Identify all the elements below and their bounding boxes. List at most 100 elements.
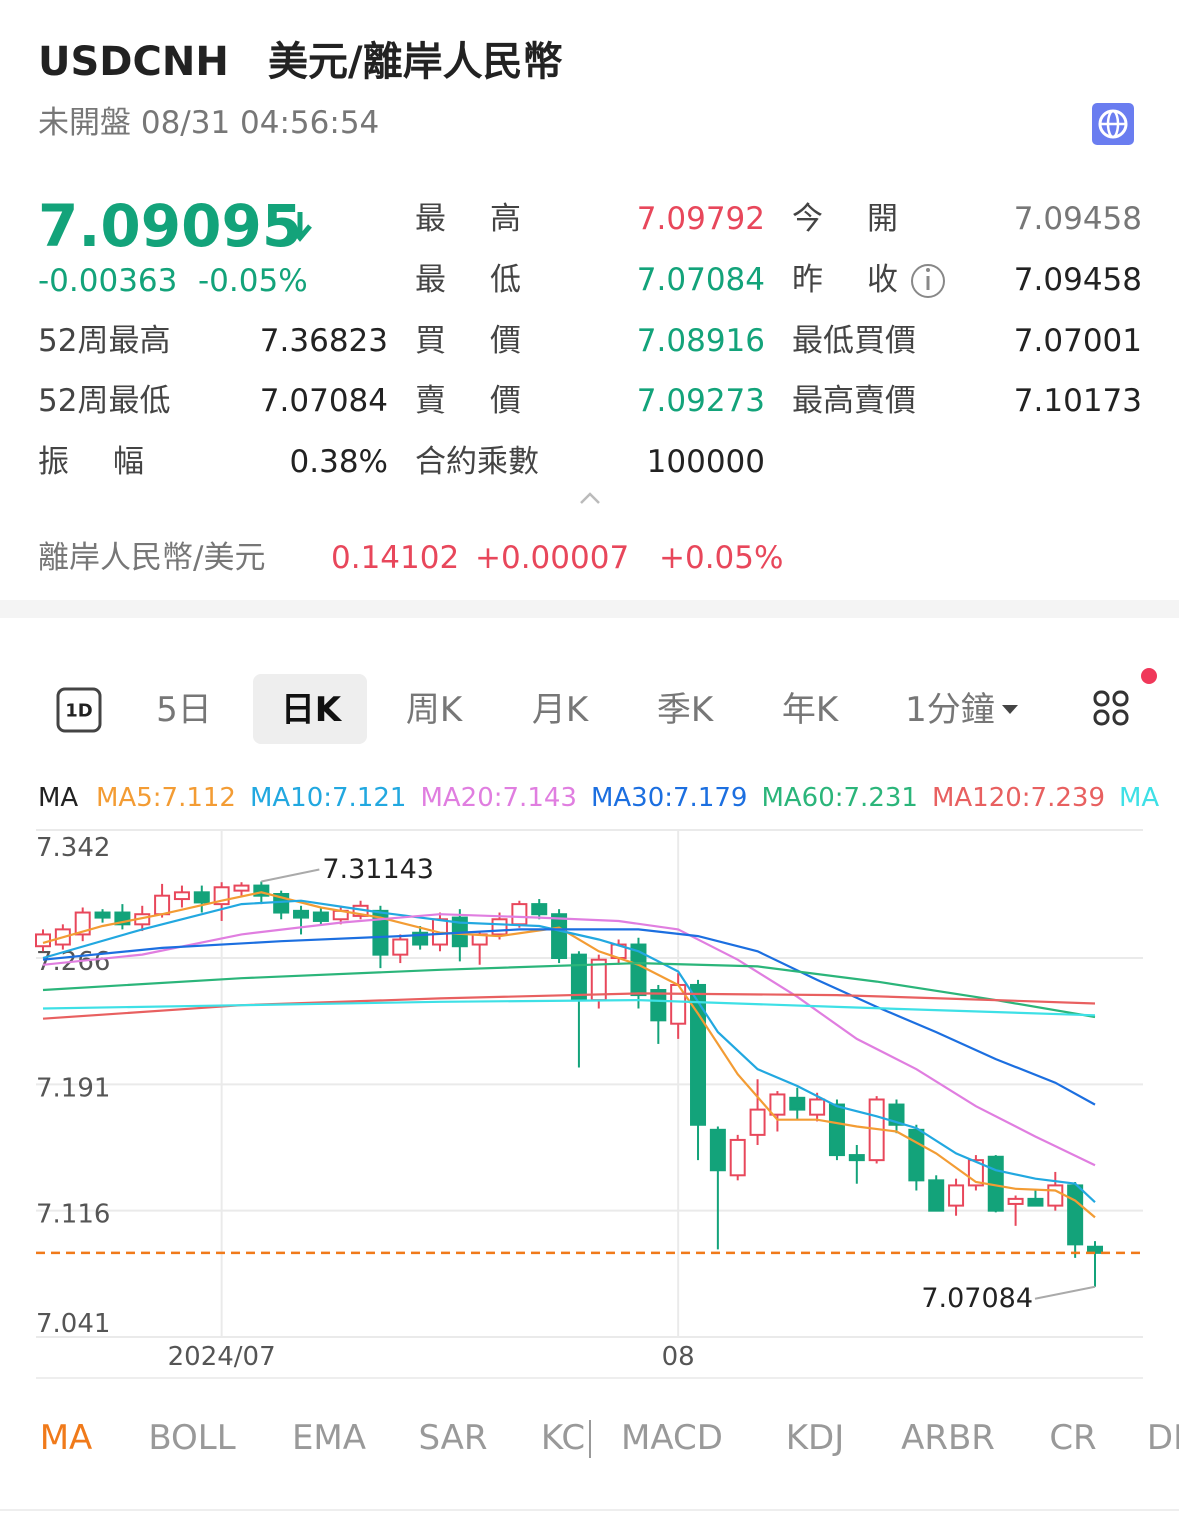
tab[interactable]: 周K (406, 690, 464, 730)
candle-body (233, 884, 250, 892)
indicator-tab[interactable]: EMA (292, 1418, 366, 1458)
stat-value: 7.08916 (637, 323, 765, 359)
candle-body (491, 918, 508, 936)
candle-body (1067, 1184, 1084, 1246)
candle-body (74, 911, 91, 936)
legend-entry: MA20:7.143 (420, 783, 577, 813)
indicator-name: MA (38, 783, 78, 813)
legend-entry: MA5:7.112 (96, 783, 236, 813)
y-tick-label: 7.116 (36, 1200, 110, 1230)
candle-body (531, 903, 548, 916)
candle-body (1027, 1197, 1044, 1207)
layout-button[interactable] (1093, 690, 1129, 726)
candle-body (551, 913, 568, 960)
globe-button[interactable] (1092, 103, 1134, 145)
stat-label: 最 低 (415, 262, 521, 298)
instrument-name: 美元/離岸人民幣 (268, 39, 563, 85)
indicator-tab[interactable]: KDJ (786, 1418, 845, 1458)
related-name: 離岸人民幣/美元 (38, 540, 265, 576)
y-tick-label: 7.342 (36, 833, 110, 863)
candle-body (253, 884, 270, 897)
stat-label: 最高賣價 (792, 383, 916, 419)
stat-label: 最低買價 (792, 323, 916, 359)
legend-entry: MA120:7.239 (932, 783, 1105, 813)
indicator-tab[interactable]: SAR (418, 1418, 487, 1458)
indicator-tab[interactable]: DI (1147, 1418, 1179, 1458)
stat-value: 0.38% (290, 444, 388, 480)
stat-value: 7.09273 (637, 383, 765, 419)
price-change-pct: -0.05% (198, 263, 308, 299)
stat-label: 昨 收 (792, 262, 898, 298)
info-icon[interactable] (911, 264, 945, 298)
candle-body (1007, 1197, 1024, 1205)
stat-label: 52周最高 (38, 323, 170, 359)
stat-label: 最 高 (415, 201, 521, 237)
legend-entry: MA (1119, 783, 1159, 813)
y-tick-label: 7.041 (36, 1309, 110, 1339)
low-label: 7.07084 (921, 1283, 1033, 1314)
tab[interactable]: 月K (532, 690, 590, 730)
indicator-tab[interactable]: BOLL (148, 1418, 235, 1458)
stat-value: 7.07001 (1014, 323, 1142, 359)
candle-body (312, 911, 329, 922)
tab[interactable]: 1分鐘 (905, 690, 995, 730)
stat-value: 7.09792 (637, 201, 765, 237)
candle-body (570, 953, 587, 1002)
candle-body (948, 1184, 965, 1207)
candle-body (709, 1128, 726, 1172)
candle-body (154, 894, 171, 916)
ma-line (42, 899, 1096, 1204)
stat-value: 7.36823 (260, 323, 388, 359)
indicator-tab[interactable]: CR (1049, 1418, 1096, 1458)
tab[interactable]: 日K (281, 690, 343, 730)
candle-body (392, 938, 409, 956)
ma-line (42, 891, 1096, 1219)
stat-label: 振 幅 (38, 444, 144, 480)
ma-line (42, 913, 1096, 1167)
symbol: USDCNH (38, 39, 229, 85)
candle-body (173, 891, 190, 901)
market-status: 未開盤 08/31 04:56:54 (38, 105, 379, 141)
candle-body (809, 1098, 826, 1116)
candle-body (630, 943, 647, 997)
section-divider (0, 600, 1179, 618)
legend-entry: MA60:7.231 (761, 783, 918, 813)
candle-body (848, 1154, 865, 1162)
tab[interactable]: 5日 (156, 690, 212, 730)
candle-body (114, 911, 131, 926)
tab[interactable]: 1D (65, 701, 92, 722)
stat-value: 7.10173 (1014, 383, 1142, 419)
candle-body (828, 1103, 845, 1157)
collapse-chevron[interactable] (580, 492, 600, 504)
candle-body (650, 989, 667, 1022)
candle-body (511, 903, 528, 926)
candle-body (1047, 1184, 1064, 1207)
stat-label: 合約乘數 (415, 444, 539, 480)
last-price: 7.09095 (38, 192, 302, 260)
candle-body (193, 891, 210, 904)
stat-label: 買 價 (415, 323, 521, 359)
down-arrow (288, 212, 312, 242)
candle-body (769, 1093, 786, 1116)
y-tick-label: 7.191 (36, 1073, 110, 1103)
tab[interactable]: 季K (657, 690, 715, 730)
candle-body (94, 911, 111, 919)
stat-value: 7.09458 (1014, 201, 1142, 237)
high-label: 7.31143 (322, 854, 434, 885)
stat-value: 7.07084 (637, 262, 765, 298)
stat-value: 7.07084 (260, 383, 388, 419)
candle-body (412, 931, 429, 946)
tab-icon-box (56, 687, 102, 733)
price-change: -0.00363 (38, 263, 177, 299)
tab[interactable]: 年K (782, 690, 840, 730)
legend-entry: MA10:7.121 (250, 783, 407, 813)
indicator-tab[interactable]: ARBR (901, 1418, 995, 1458)
low-pointer (1034, 1285, 1096, 1300)
indicator-tab[interactable]: KC (541, 1418, 585, 1458)
active-tab-bg (253, 674, 367, 744)
related-change: +0.00007 (475, 540, 629, 576)
candle-body (372, 909, 389, 956)
indicator-tab[interactable]: MACD (621, 1418, 723, 1458)
indicator-tab[interactable]: MA (40, 1418, 93, 1458)
ma-line (42, 961, 1096, 1019)
